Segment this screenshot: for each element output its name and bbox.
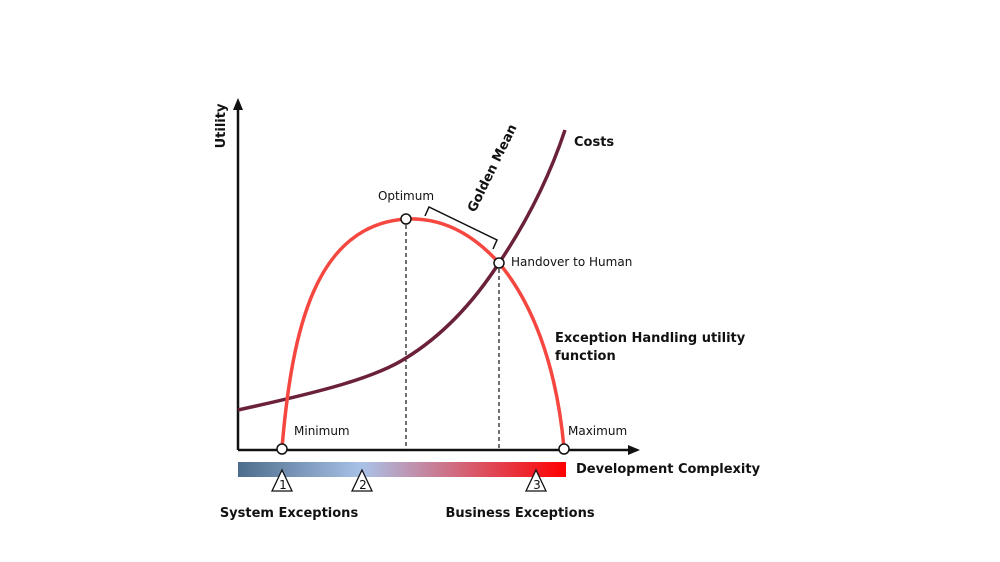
bracket — [424, 205, 498, 250]
utility-label: function — [555, 349, 616, 364]
maximum-label: Maximum — [568, 424, 627, 438]
x-arrow — [628, 445, 640, 455]
utility-curve — [280, 217, 566, 449]
dashed-lines — [405, 225, 500, 450]
utility-label: Exception Handling utility — [555, 331, 746, 346]
triangles — [270, 468, 548, 492]
y-arrow — [233, 98, 243, 110]
axes — [236, 106, 632, 452]
business-exceptions: Business Exceptions — [445, 506, 594, 521]
costs-label: Costs — [574, 135, 614, 150]
points — [276, 213, 570, 455]
optimum-label: Optimum — [378, 189, 434, 203]
handover-label: Handover to Human — [511, 255, 632, 269]
marker: 3 — [533, 478, 541, 492]
golden-mean: Golden Mean — [465, 122, 520, 215]
marker: 1 — [279, 478, 287, 492]
complexity-bar — [238, 462, 566, 477]
costs-curve — [237, 129, 567, 412]
system-exceptions: System Exceptions — [220, 506, 359, 521]
marker: 2 — [359, 478, 367, 492]
x-label: Development Complexity — [576, 462, 761, 477]
minimum-label: Minimum — [294, 424, 350, 438]
y-label: Utility — [214, 103, 229, 148]
